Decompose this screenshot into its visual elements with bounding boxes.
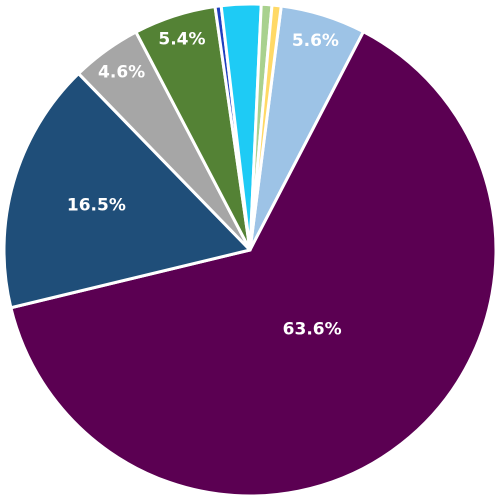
pie-slice: [9, 30, 498, 498]
pie-slice: [248, 3, 283, 252]
data-label: 5.4%: [158, 29, 205, 49]
data-label: 16.5%: [67, 196, 126, 216]
data-label: 5.6%: [292, 31, 339, 51]
pie-slice: [2, 72, 252, 310]
data-label: 4.6%: [98, 63, 145, 83]
data-label: 63.6%: [283, 319, 342, 339]
